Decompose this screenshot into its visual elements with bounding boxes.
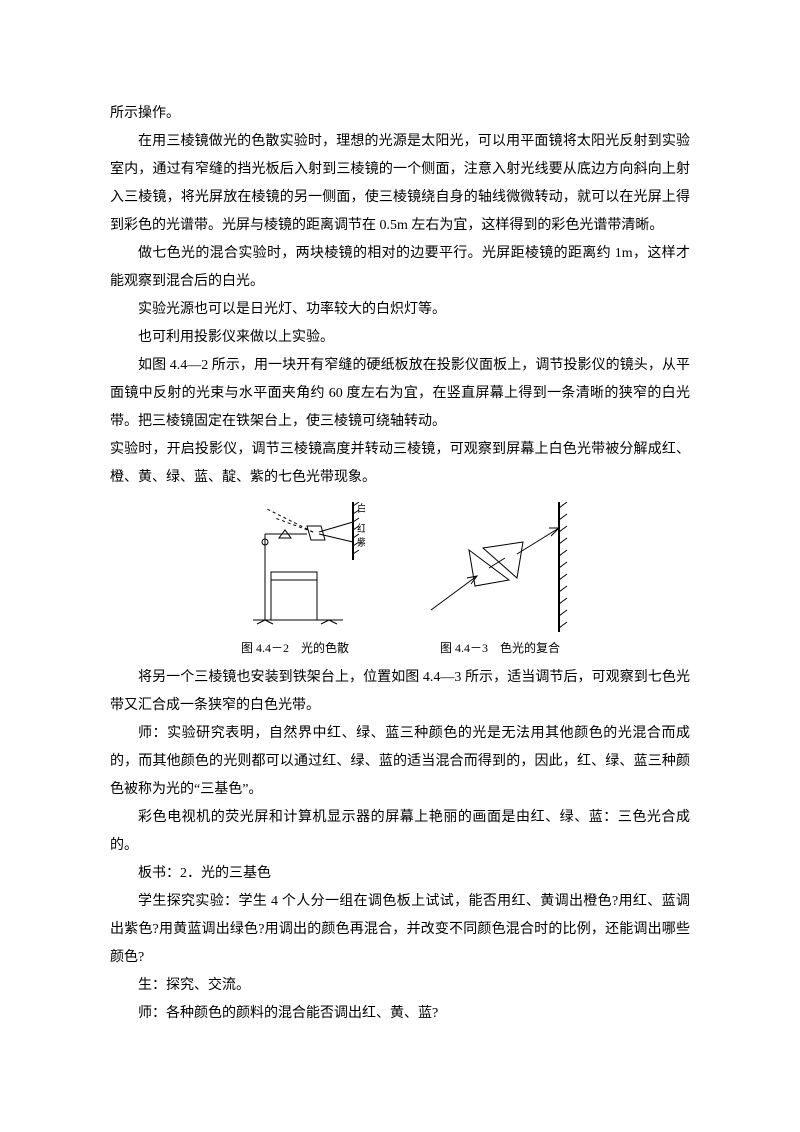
figure-4-4-3: 图 4.4－3 色光的复合 (425, 502, 575, 660)
paragraph: 学生探究实验：学生 4 个人分一组在调色板上试试，能否用红、黄调出橙色?用红、蓝… (110, 888, 690, 972)
paragraph: 师：各种颜色的颜料的混合能否调出红、黄、蓝? (110, 1000, 690, 1028)
svg-text:红: 红 (357, 522, 365, 535)
paragraph: 也可利用投影仪来做以上实验。 (110, 324, 690, 352)
paragraph: 在用三棱镜做光的色散实验时，理想的光源是太阳光，可以用平面镜将太阳光反射到实验室… (110, 128, 690, 240)
paragraph: 将另一个三棱镜也安装到铁架台上，位置如图 4.4—3 所示，适当调节后，可观察到… (110, 664, 690, 720)
dispersion-diagram: 白 红 紫 (225, 502, 365, 632)
figure-row: 白 红 紫 图 4.4－2 光的色散 (110, 502, 690, 660)
figure-caption: 图 4.4－3 色光的复合 (440, 636, 560, 660)
paragraph: 实验时，开启投影仪，调节三棱镜高度并转动三棱镜，可观察到屏幕上白色光带被分解成红… (110, 436, 690, 492)
paragraph: 如图 4.4—2 所示，用一块开有窄缝的硬纸板放在投影仪面板上，调节投影仪的镜头… (110, 352, 690, 436)
paragraph: 彩色电视机的荧光屏和计算机显示器的屏幕上艳丽的画面是由红、绿、蓝：三色光合成的。 (110, 804, 690, 860)
figure-caption: 图 4.4－2 光的色散 (241, 636, 349, 660)
paragraph: 生：探究、交流。 (110, 972, 690, 1000)
figure-4-4-2: 白 红 紫 图 4.4－2 光的色散 (225, 502, 365, 660)
paragraph: 板书：2．光的三基色 (110, 860, 690, 888)
recombination-diagram (425, 502, 575, 632)
svg-text:白: 白 (357, 502, 365, 515)
paragraph: 实验光源也可以是日光灯、功率较大的白炽灯等。 (110, 296, 690, 324)
paragraph: 所示操作。 (110, 100, 690, 128)
paragraph: 做七色光的混合实验时，两块棱镜的相对的边要平行。光屏距棱镜的距离约 1m，这样才… (110, 240, 690, 296)
paragraph: 师：实验研究表明，自然界中红、绿、蓝三种颜色的光是无法用其他颜色的光混合而成的，… (110, 720, 690, 804)
svg-text:紫: 紫 (357, 537, 365, 549)
